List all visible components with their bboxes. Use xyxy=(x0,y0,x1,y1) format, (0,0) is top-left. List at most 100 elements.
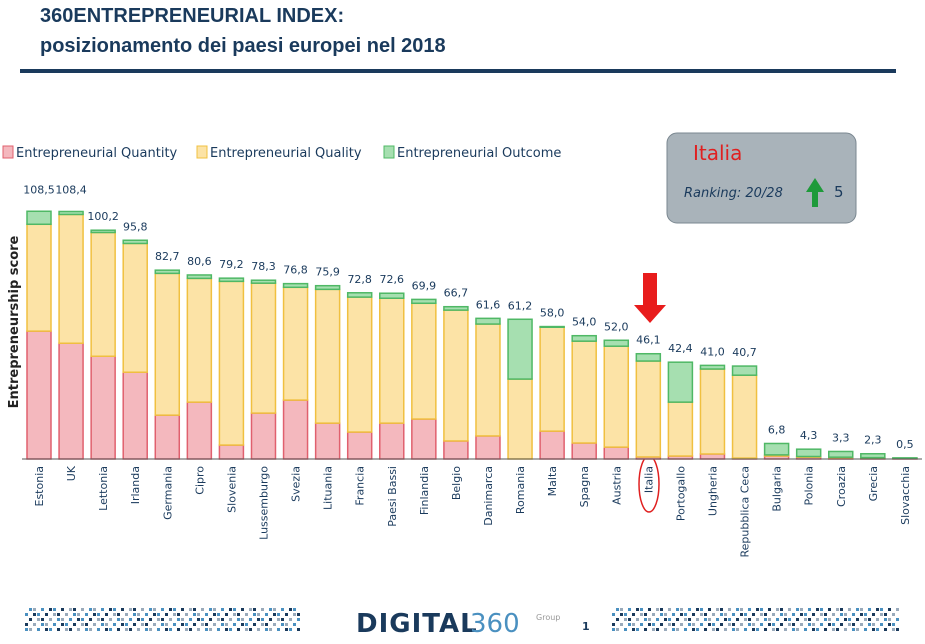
footer-dot xyxy=(117,618,120,621)
footer-dot xyxy=(189,618,192,621)
footer-dot xyxy=(704,613,707,616)
footer-dot xyxy=(293,613,296,616)
footer-dot xyxy=(676,618,679,621)
bar-segment xyxy=(251,280,275,283)
footer-dot xyxy=(684,628,687,631)
footer-dot xyxy=(85,623,88,626)
footer-dot xyxy=(808,608,811,611)
bar-segment xyxy=(572,336,596,341)
x-tick-label: Finlandia xyxy=(418,466,431,515)
footer-dot xyxy=(824,613,827,616)
footer-dot xyxy=(73,623,76,626)
footer-dot xyxy=(648,618,651,621)
footer-dot xyxy=(205,628,208,631)
footer-dot xyxy=(852,613,855,616)
footer-dot xyxy=(225,628,228,631)
bar-segment xyxy=(636,354,660,361)
footer-dot xyxy=(776,618,779,621)
footer-dot xyxy=(249,628,252,631)
footer-dot xyxy=(65,623,68,626)
x-tick-label: Slovacchia xyxy=(899,466,912,525)
footer-dot xyxy=(229,628,232,631)
footer-dot xyxy=(29,628,32,631)
footer-dot xyxy=(668,623,671,626)
footer-dot xyxy=(708,623,711,626)
footer-dot xyxy=(285,628,288,631)
footer-dot xyxy=(129,628,132,631)
footer-dot xyxy=(185,628,188,631)
total-label: 80,6 xyxy=(187,255,212,268)
footer-dot xyxy=(185,613,188,616)
footer-dot xyxy=(125,628,128,631)
footer-dot xyxy=(768,623,771,626)
bar-segment xyxy=(700,365,724,369)
footer-dot xyxy=(133,613,136,616)
footer-dot xyxy=(628,618,631,621)
footer-dot xyxy=(728,608,731,611)
footer-dot xyxy=(29,618,32,621)
footer-dot xyxy=(800,613,803,616)
footer-dot xyxy=(880,623,883,626)
footer-dot xyxy=(129,618,132,621)
footer-dot xyxy=(852,628,855,631)
bar-segment xyxy=(251,413,275,459)
footer-dot xyxy=(245,613,248,616)
footer-dot xyxy=(89,618,92,621)
footer-dot xyxy=(896,628,899,631)
x-tick-label: Germania xyxy=(161,466,174,520)
footer-dot xyxy=(864,618,867,621)
footer-dot xyxy=(101,618,104,621)
info-box: Italia Ranking: 20/28 5 xyxy=(667,133,856,223)
bar-segment xyxy=(155,415,179,459)
footer-dot xyxy=(772,628,775,631)
x-tick-label: Grecia xyxy=(867,466,880,501)
legend-swatch xyxy=(384,146,394,158)
footer-dot xyxy=(53,613,56,616)
bar-segment xyxy=(348,432,372,459)
footer-dot xyxy=(93,608,96,611)
footer-dot xyxy=(165,623,168,626)
footer-dot xyxy=(664,628,667,631)
footer-dot xyxy=(716,608,719,611)
footer-dot xyxy=(81,623,84,626)
footer-dot xyxy=(672,613,675,616)
footer-dot xyxy=(105,613,108,616)
footer-dot xyxy=(744,618,747,621)
bar-segment xyxy=(668,402,692,456)
footer-dot xyxy=(776,608,779,611)
footer-dot xyxy=(724,613,727,616)
total-label: 66,7 xyxy=(444,287,469,300)
footer-dot xyxy=(728,623,731,626)
bar-segment xyxy=(476,436,500,459)
footer-dot xyxy=(237,613,240,616)
bar-segment xyxy=(348,293,372,297)
footer-dot xyxy=(177,618,180,621)
footer-dot xyxy=(808,623,811,626)
x-tick-label: UK xyxy=(65,465,78,481)
footer-dot xyxy=(297,613,300,616)
bar-segment xyxy=(733,366,757,375)
footer-dot xyxy=(736,628,739,631)
bar-segment xyxy=(316,289,340,423)
footer-dot xyxy=(193,623,196,626)
footer-dot xyxy=(45,613,48,616)
footer-dot xyxy=(748,618,751,621)
footer-dot xyxy=(700,613,703,616)
footer-dot xyxy=(692,623,695,626)
footer-dot xyxy=(828,618,831,621)
footer-dot xyxy=(297,618,300,621)
x-tick-label: Malta xyxy=(546,466,559,496)
footer-dot xyxy=(49,628,52,631)
x-tick-label: Estonia xyxy=(33,466,46,507)
footer-dot xyxy=(648,623,651,626)
footer-dot xyxy=(293,623,296,626)
bar-segment xyxy=(508,319,532,379)
footer-dot xyxy=(816,608,819,611)
footer-dot xyxy=(133,623,136,626)
footer-dot xyxy=(764,618,767,621)
footer-dot xyxy=(149,628,152,631)
footer-dot xyxy=(141,608,144,611)
footer-dot xyxy=(265,628,268,631)
footer-dot xyxy=(736,618,739,621)
